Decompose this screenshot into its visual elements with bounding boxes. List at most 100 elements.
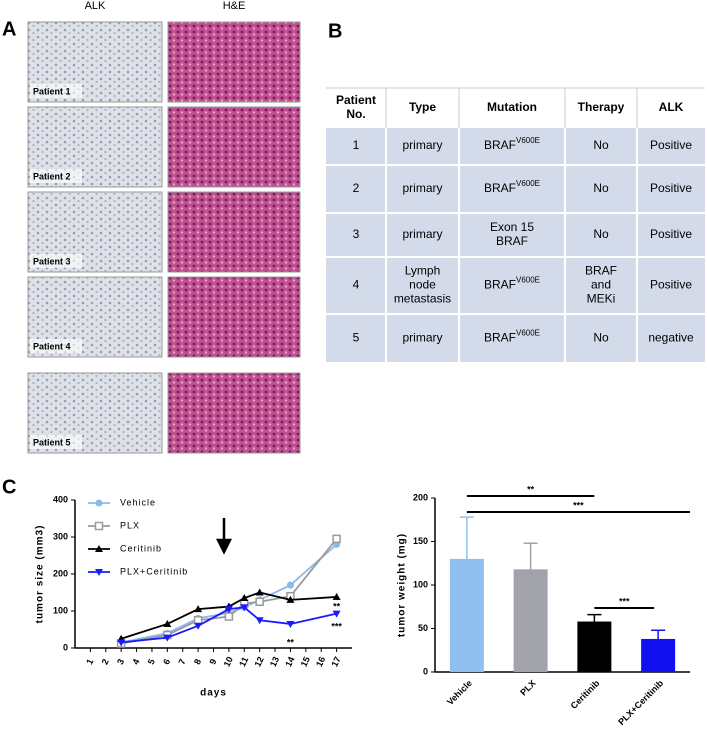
significance: ** (333, 601, 341, 611)
series-line (120, 591, 337, 640)
legend-label: PLX (120, 520, 140, 530)
table-cell: Positive (650, 138, 692, 152)
patient-label: Patient 1 (33, 86, 71, 96)
x-tick-label: Ceritinib (569, 678, 602, 711)
point (163, 619, 172, 627)
mutation: BRAF (484, 181, 516, 195)
table-row (326, 214, 705, 256)
point (255, 617, 264, 625)
mutation: BRAF (484, 138, 516, 152)
point (194, 622, 203, 630)
point (255, 597, 264, 606)
significance: ** (527, 484, 535, 494)
table-cell: 4 (353, 278, 360, 292)
table-cell: BRAFV600E (484, 276, 540, 292)
series-line (121, 538, 338, 645)
table-cell: node (409, 278, 436, 292)
patient-label: Patient 2 (33, 171, 71, 181)
x-tick-label: PLX+Ceritinib (616, 678, 665, 727)
superscript: V600E (516, 136, 540, 145)
point (286, 595, 295, 603)
he-image (167, 372, 301, 454)
table-cell: ALK (659, 100, 684, 114)
panel-label: A (2, 18, 16, 40)
y-tick-label: 300 (53, 531, 68, 541)
table-cell: Positive (650, 181, 692, 195)
table-cell: negative (648, 331, 694, 345)
significance: *** (331, 621, 342, 631)
x-tick-label: 11 (237, 655, 250, 668)
significance: *** (619, 596, 630, 606)
y-tick-label: 0 (63, 642, 68, 652)
patient-label: Patient 5 (33, 437, 71, 447)
significance: *** (573, 500, 584, 510)
table-cell: BRAFV600E (484, 136, 540, 152)
he-image (167, 106, 301, 188)
table-cell: Lymph (405, 264, 441, 278)
table-cell: Type (409, 100, 436, 114)
y-tick-label: 100 (413, 579, 428, 589)
x-tick-label: Vehicle (445, 678, 474, 707)
x-tick-label: 7 (177, 657, 188, 666)
table-cell: primary (402, 181, 442, 195)
point (95, 545, 103, 552)
significance: ** (287, 637, 295, 647)
table-cell: No (593, 138, 609, 152)
y-axis-label: tumor weight (mg) (397, 533, 408, 637)
table-row (326, 258, 705, 313)
table-cell: No (593, 331, 609, 345)
label-bg (30, 339, 82, 353)
patient-label: Patient 4 (33, 341, 71, 351)
panel-label: C (2, 476, 16, 498)
panel-label: B (328, 20, 342, 42)
error-bar (523, 542, 538, 570)
table-cell: Patient (336, 93, 376, 107)
bar (577, 621, 612, 672)
x-tick-label: 5 (146, 657, 157, 666)
table-cell: No (593, 181, 609, 195)
y-tick-label: 200 (413, 492, 428, 502)
table-cell: Positive (650, 227, 692, 241)
table-cell: 1 (353, 138, 360, 152)
error-bar (459, 516, 474, 559)
superscript: V600E (516, 329, 540, 338)
he-image (167, 21, 301, 103)
table-cell: 3 (353, 227, 360, 241)
point (332, 534, 341, 544)
label-bg (30, 169, 82, 183)
table-cell: MEKi (587, 292, 616, 306)
treatment-arrow (215, 518, 233, 555)
bar (513, 569, 548, 672)
table-cell: No. (346, 107, 365, 121)
legend-label: Ceritinib (120, 543, 162, 553)
table-cell: 5 (353, 331, 360, 345)
point (255, 588, 264, 596)
legend-label: Vehicle (120, 497, 156, 507)
superscript: V600E (516, 179, 540, 188)
table-cell: BRAF (496, 234, 528, 248)
x-tick-label: 1 (84, 657, 95, 666)
he-image (167, 276, 301, 358)
mutation: BRAF (484, 331, 516, 345)
x-tick-label: 13 (268, 655, 281, 668)
table-cell: BRAF (585, 264, 617, 278)
point (240, 604, 249, 612)
x-tick-label: 15 (299, 655, 312, 668)
point (117, 639, 126, 647)
point (224, 606, 233, 614)
x-axis-label: days (200, 688, 227, 699)
x-tick-label: 3 (115, 657, 126, 666)
point (94, 521, 104, 531)
table-cell: primary (402, 138, 442, 152)
he-image (167, 191, 301, 273)
error-bar (651, 629, 666, 639)
table-cell: 2 (353, 181, 360, 195)
x-tick-label: 8 (192, 657, 203, 666)
table-cell: No (593, 227, 609, 241)
point (224, 612, 234, 621)
x-tick-label: 6 (161, 657, 172, 666)
point (193, 616, 203, 625)
column-header: H&E (223, 0, 246, 12)
x-tick-label: 4 (130, 657, 141, 666)
y-tick-label: 50 (418, 623, 428, 633)
